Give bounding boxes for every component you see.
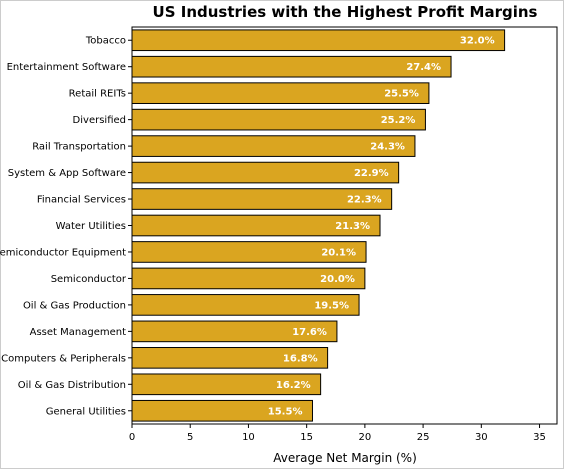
axes-layer: Tobacco Entertainment Software Retail REIT… xyxy=(0,36,546,443)
y-tick-label: Diversified xyxy=(73,115,126,126)
y-tick-label: Oil & Gas Distribution xyxy=(18,380,126,391)
bar-value-label: 24.3% xyxy=(370,142,405,153)
y-tick-label: Tobacco xyxy=(85,36,126,47)
bar xyxy=(131,29,506,52)
bar-value-label: 20.1% xyxy=(321,247,356,258)
bar-value-label: 27.4% xyxy=(406,62,441,73)
y-tick-label: General Utilities xyxy=(46,406,126,417)
x-tick-label: 5 xyxy=(187,432,193,443)
bar-value-label: 19.5% xyxy=(314,300,349,311)
y-tick-label: System & App Software xyxy=(8,168,126,179)
bar-value-label: 20.0% xyxy=(320,274,355,285)
y-tick-label: Semiconductor xyxy=(51,274,127,285)
y-tick-label: Retail REITs xyxy=(69,89,126,100)
x-tick-label: 20 xyxy=(359,432,372,443)
bar-value-label: 25.5% xyxy=(384,89,419,100)
bar-value-label: 25.2% xyxy=(381,115,416,126)
x-tick-label: 30 xyxy=(475,432,488,443)
y-tick-label: Rail Transportation xyxy=(32,142,126,153)
y-tick-label: Financial Services xyxy=(37,195,126,206)
y-tick-label: Asset Management xyxy=(30,327,126,338)
bar-value-label: 21.3% xyxy=(335,221,370,232)
bar xyxy=(131,55,452,78)
bar-value-label: 32.0% xyxy=(460,36,495,47)
y-tick-label: Computers & Peripherals xyxy=(1,353,126,364)
y-tick-label: Semiconductor Equipment xyxy=(0,247,126,258)
x-tick-label: 25 xyxy=(417,432,430,443)
x-tick-label: 15 xyxy=(300,432,313,443)
bar-value-label: 15.5% xyxy=(268,406,303,417)
bar-value-label: 16.2% xyxy=(276,380,311,391)
y-tick-label: Water Utilities xyxy=(56,221,126,232)
x-tick-label: 0 xyxy=(129,432,135,443)
bar-value-label: 22.3% xyxy=(347,195,382,206)
chart-title: US Industries with the Highest Profit Ma… xyxy=(153,3,538,21)
x-tick-label: 10 xyxy=(242,432,255,443)
bar-value-label: 22.9% xyxy=(354,168,389,179)
x-tick-label: 35 xyxy=(533,432,546,443)
y-tick-label: Oil & Gas Production xyxy=(23,300,126,311)
bar-value-label: 17.6% xyxy=(292,327,327,338)
y-tick-label: Entertainment Software xyxy=(7,62,126,73)
x-axis-label: Average Net Margin (%) xyxy=(273,451,417,465)
bar-value-label: 16.8% xyxy=(283,353,318,364)
